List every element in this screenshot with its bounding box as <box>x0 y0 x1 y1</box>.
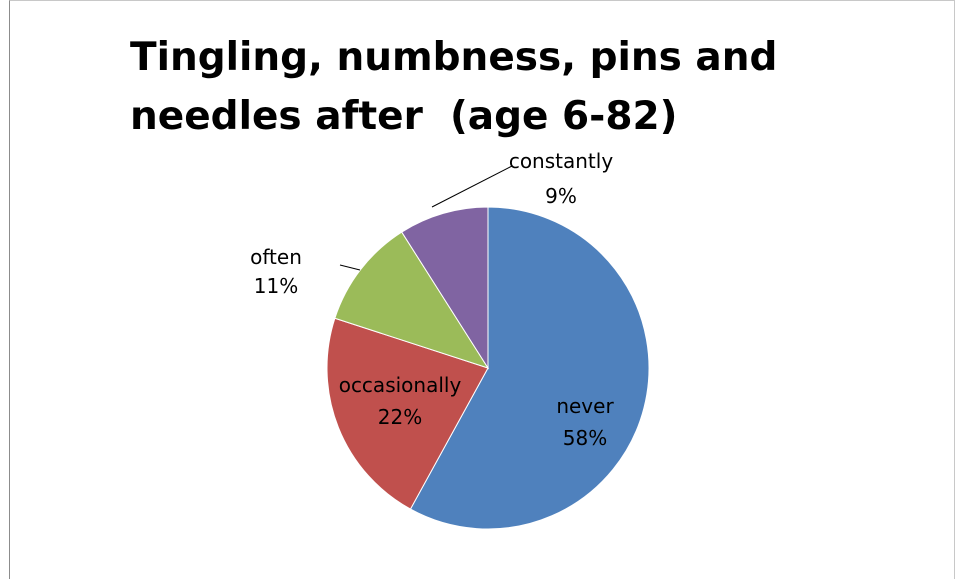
data-label-constantly-percent: 9% <box>545 184 577 208</box>
data-label-constantly-category: constantly <box>509 149 614 173</box>
pie-slice-often <box>334 231 490 369</box>
pie-slice-occasionally <box>326 317 489 510</box>
pie-slice-never <box>409 206 650 530</box>
data-label-occasionally-percent: 22% <box>378 405 422 429</box>
data-label-occasionally-category: occasionally <box>339 373 462 397</box>
leader-line-constantly <box>431 165 513 208</box>
data-label-often-percent: 11% <box>254 274 298 298</box>
chart-title: Tingling, numbness, pins and needles aft… <box>130 35 792 139</box>
leader-line-often <box>339 264 361 271</box>
data-label-never-category: never <box>556 394 614 418</box>
pie-slice-constantly <box>401 206 489 370</box>
data-label-often-category: often <box>250 245 302 269</box>
data-label-never-percent: 58% <box>563 426 607 450</box>
